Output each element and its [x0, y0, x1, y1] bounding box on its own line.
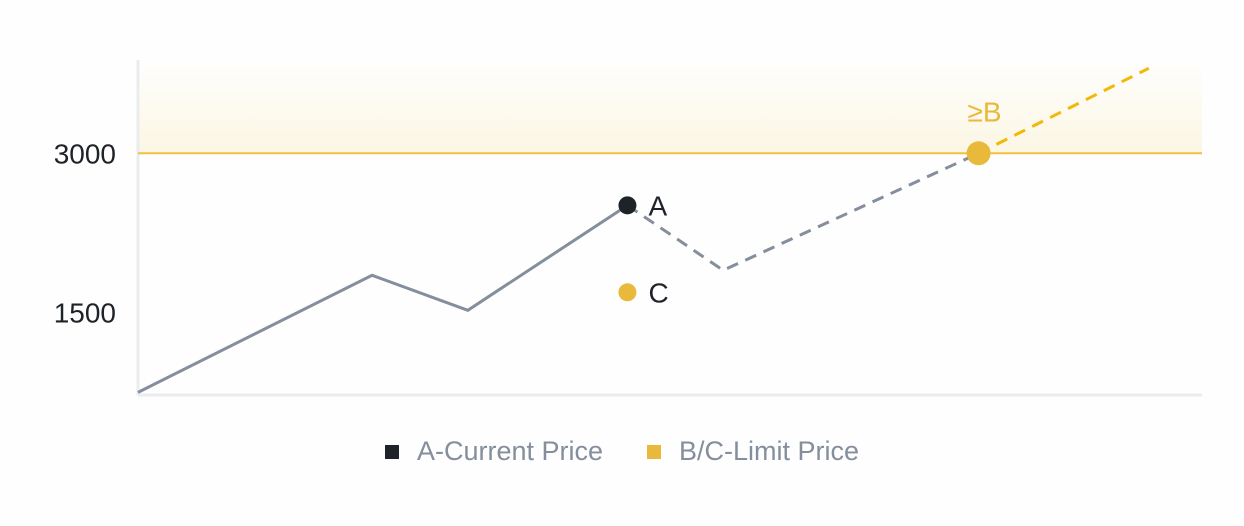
- series-line-1: [626, 151, 980, 273]
- legend-item-current-price: A-Current Price: [384, 436, 603, 467]
- legend-label-limit: B/C-Limit Price: [679, 436, 860, 466]
- legend: A-Current Price B/C-Limit Price: [0, 436, 1244, 467]
- legend-swatch-limit: [647, 444, 661, 459]
- series-line-2: [977, 66, 1150, 155]
- point-a: [618, 196, 637, 215]
- legend-item-limit-price: B/C-Limit Price: [647, 436, 859, 467]
- legend-swatch-current: [384, 444, 399, 459]
- point-b: [966, 141, 991, 166]
- y-tick-label-1500: 1500: [54, 297, 116, 328]
- point-label-b: ≥B: [968, 96, 1002, 127]
- y-tick-label-3000: 3000: [54, 138, 116, 169]
- limit-zone-fill: [138, 60, 1202, 154]
- point-label-c: C: [648, 277, 668, 308]
- point-c: [618, 283, 637, 302]
- point-label-a: A: [648, 190, 667, 221]
- legend-label-current: A-Current Price: [416, 436, 603, 466]
- series-line-0: [137, 204, 629, 394]
